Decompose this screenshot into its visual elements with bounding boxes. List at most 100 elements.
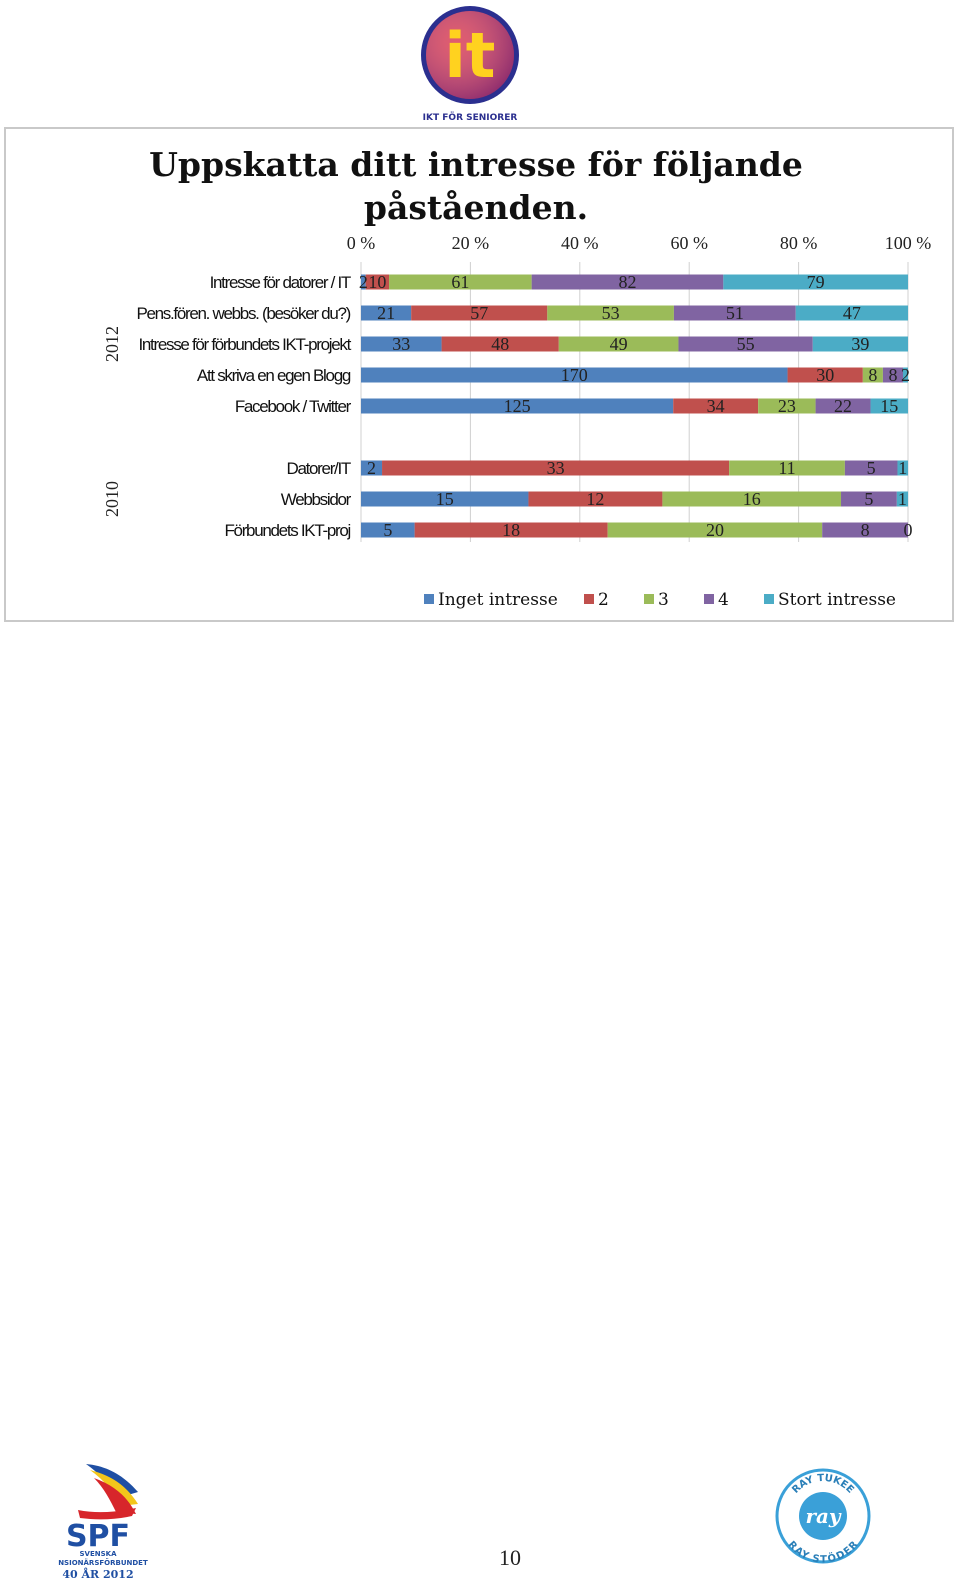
page-number: 10 bbox=[499, 1545, 521, 1570]
it-logo-caption: IKT FÖR SENIORER bbox=[423, 112, 518, 123]
category-label: Förbundets IKT-proj bbox=[224, 521, 350, 540]
data-label: 10 bbox=[368, 272, 386, 292]
chart-title-line-2: påståenden. bbox=[364, 188, 588, 227]
data-label: 2 bbox=[359, 272, 368, 292]
spf-line-1: SVENSKA bbox=[80, 1550, 118, 1558]
legend-label: 2 bbox=[598, 590, 609, 610]
category-label: Intresse för datorer / IT bbox=[210, 273, 351, 292]
data-label: 39 bbox=[851, 334, 869, 354]
legend: Inget intresse 2 3 4 Stort intresse bbox=[424, 590, 896, 610]
bar-segment bbox=[723, 274, 908, 290]
bar-segment bbox=[365, 274, 390, 290]
data-label: 15 bbox=[436, 489, 454, 509]
bar-segment bbox=[662, 491, 842, 507]
bar-segment bbox=[414, 522, 608, 538]
legend-swatch bbox=[584, 594, 594, 604]
spf-logo: SPF SVENSKA PENSIONÄRSFÖRBUNDET 40 ÅR 20… bbox=[58, 1464, 148, 1581]
bar-segment bbox=[361, 305, 412, 321]
data-label: 8 bbox=[861, 520, 870, 540]
legend-label: Inget intresse bbox=[438, 590, 558, 610]
data-label: 51 bbox=[726, 303, 744, 323]
data-label: 1 bbox=[898, 458, 907, 478]
bar-segment bbox=[361, 274, 366, 290]
category-label: Webbsidor bbox=[281, 490, 352, 509]
data-label: 8 bbox=[888, 365, 897, 385]
bar-segment bbox=[758, 398, 816, 414]
bar-segment bbox=[812, 336, 908, 352]
bar-segment bbox=[841, 491, 897, 507]
bar-segment bbox=[787, 367, 863, 383]
category-label: Datorer/IT bbox=[286, 459, 350, 478]
bar-segment bbox=[896, 491, 908, 507]
legend-swatch bbox=[704, 594, 714, 604]
it-logo-shade bbox=[426, 11, 514, 99]
data-label: 21 bbox=[377, 303, 395, 323]
data-label: 2 bbox=[367, 458, 376, 478]
data-label: 53 bbox=[602, 303, 620, 323]
bar-segment bbox=[870, 398, 908, 414]
group-label: 2012 bbox=[102, 326, 122, 362]
ray-center-disc bbox=[799, 1492, 847, 1540]
bar-segment bbox=[673, 305, 796, 321]
bar-segment bbox=[815, 398, 871, 414]
bars bbox=[361, 274, 908, 538]
spf-sail-yellow bbox=[90, 1470, 138, 1506]
category-label: Facebook / Twitter bbox=[235, 397, 352, 416]
data-label: 0 bbox=[904, 520, 913, 540]
data-label: 55 bbox=[737, 334, 755, 354]
bar-segment bbox=[528, 491, 663, 507]
it-logo: it IKT FÖR SENIORER bbox=[421, 6, 519, 123]
bar-segment bbox=[795, 305, 908, 321]
data-label: 125 bbox=[504, 396, 531, 416]
x-tick-label: 20 % bbox=[452, 233, 490, 253]
spf-line-3: 40 ÅR 2012 bbox=[62, 1567, 133, 1581]
legend-swatch bbox=[644, 594, 654, 604]
data-label: 8 bbox=[868, 365, 877, 385]
data-label: 49 bbox=[610, 334, 628, 354]
data-label: 16 bbox=[743, 489, 761, 509]
data-label: 30 bbox=[816, 365, 834, 385]
category-label: Pens.fören. webbs. (besöker du?) bbox=[136, 304, 350, 323]
bar-segment bbox=[902, 367, 908, 383]
bar-segment bbox=[607, 522, 823, 538]
data-label: 1 bbox=[898, 489, 907, 509]
data-label: 20 bbox=[706, 520, 724, 540]
bar-segment bbox=[411, 305, 548, 321]
bar-segment bbox=[882, 367, 903, 383]
bar-segment bbox=[382, 460, 730, 476]
group-labels: 2012 2010 bbox=[102, 326, 122, 517]
bar-segment bbox=[844, 460, 898, 476]
data-label: 11 bbox=[778, 458, 795, 478]
bar-segment bbox=[361, 522, 415, 538]
stacked-bar-chart: Uppskatta ditt intresse för följande pås… bbox=[102, 145, 932, 610]
legend-swatch bbox=[764, 594, 774, 604]
data-label: 23 bbox=[778, 396, 796, 416]
legend-label: 3 bbox=[658, 590, 669, 610]
category-label: Intresse för förbundets IKT-projekt bbox=[138, 335, 351, 354]
bar-segment bbox=[547, 305, 674, 321]
data-label: 82 bbox=[618, 272, 636, 292]
it-logo-mark: it bbox=[445, 19, 496, 92]
x-tick-label: 60 % bbox=[670, 233, 708, 253]
bar-segment bbox=[361, 398, 674, 414]
data-label: 33 bbox=[392, 334, 410, 354]
data-label: 5 bbox=[864, 489, 873, 509]
bar-segment bbox=[862, 367, 883, 383]
legend-label: 4 bbox=[718, 590, 729, 610]
bar-segment bbox=[678, 336, 813, 352]
bar-segment bbox=[897, 460, 908, 476]
data-label: 15 bbox=[880, 396, 898, 416]
data-label: 47 bbox=[843, 303, 861, 323]
data-label: 22 bbox=[834, 396, 852, 416]
category-labels: Intresse för datorer / IT Pens.fören. web… bbox=[136, 273, 352, 540]
x-axis-ticks: 0 % 20 % 40 % 60 % 80 % 100 % bbox=[347, 233, 932, 253]
bar-segment bbox=[558, 336, 679, 352]
data-label: 34 bbox=[707, 396, 725, 416]
bar-segment bbox=[729, 460, 845, 476]
group-label: 2010 bbox=[102, 481, 122, 517]
bar-segment bbox=[441, 336, 559, 352]
data-label: 12 bbox=[586, 489, 604, 509]
data-label: 79 bbox=[807, 272, 825, 292]
x-tick-label: 0 % bbox=[347, 233, 376, 253]
